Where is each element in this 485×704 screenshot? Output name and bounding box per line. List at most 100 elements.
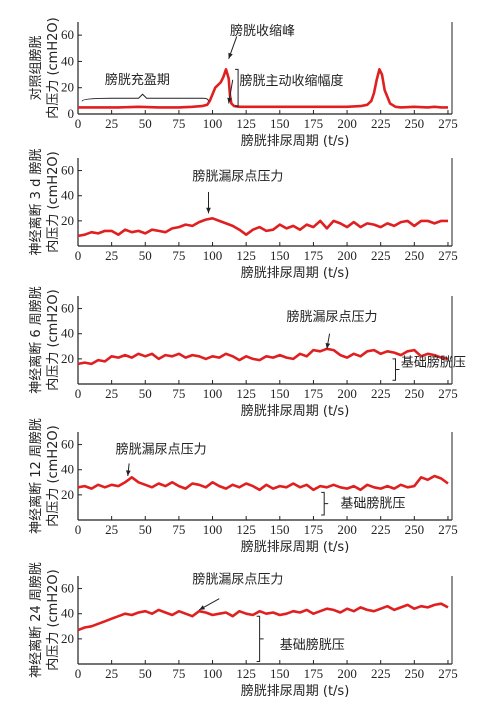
y-tick-label: 20 [61, 213, 74, 228]
brace-marker [392, 358, 400, 381]
x-tick-label: 250 [405, 248, 425, 263]
x-tick-label: 225 [371, 386, 391, 401]
series-line [77, 347, 449, 366]
x-tick-label: 25 [105, 116, 118, 131]
y-axis-label: 神经离断 24 周膀胱 [28, 562, 44, 678]
y-axis-label: 内压力 (cmH2O) [45, 569, 61, 670]
x-tick-label: 275 [438, 116, 458, 131]
x-tick-label: 200 [337, 666, 357, 681]
chart-panel-2: 0 25 50 75 100 125 150 175 200 225 250 275 20 40 60 膀胱排… [28, 149, 458, 281]
x-tick-label: 225 [371, 248, 391, 263]
chart-panel-3: 0 25 50 75 100 125 150 175 200 225 250 275 20 40 60 膀胱排… [28, 286, 466, 419]
x-tick-label: 200 [337, 386, 357, 401]
arrow-head [199, 605, 206, 610]
x-tick-label: 50 [139, 248, 152, 263]
x-tick-label: 200 [337, 248, 357, 263]
y-tick-label: 20 [61, 351, 74, 366]
x-axis-label: 膀胱排尿周期 (t/s) [241, 133, 350, 149]
x-tick-label: 25 [105, 666, 118, 681]
x-tick-label: 150 [270, 248, 290, 263]
series-line [77, 217, 448, 238]
y-tick-label: 60 [61, 437, 74, 452]
series-line [77, 602, 449, 632]
y-tick-label: 60 [61, 163, 74, 178]
x-tick-label: 275 [438, 666, 458, 681]
y-axis-label: 神经离断 12 周膀胱 [28, 418, 44, 534]
x-tick-label: 75 [172, 522, 185, 537]
x-tick-label: 25 [105, 386, 118, 401]
x-tick-label: 50 [139, 522, 152, 537]
y-axis-label: 内压力 (cmH2O) [45, 17, 61, 118]
x-tick-label: 125 [236, 248, 256, 263]
brace-marker [321, 491, 329, 516]
x-tick-label: 100 [203, 522, 223, 537]
amplitude-bracket [235, 68, 239, 107]
x-tick-label: 225 [371, 522, 391, 537]
x-tick-label: 50 [139, 666, 152, 681]
arrow-head [325, 342, 331, 349]
x-tick-label: 50 [139, 386, 152, 401]
y-tick-label: 40 [61, 188, 74, 203]
x-tick-label: 225 [371, 116, 391, 131]
x-tick-label: 25 [105, 248, 118, 263]
x-tick-label: 75 [172, 116, 185, 131]
x-tick-label: 75 [172, 386, 185, 401]
x-tick-label: 125 [236, 116, 256, 131]
x-tick-label: 150 [270, 522, 290, 537]
y-axis-label: 对照组膀胱 [28, 35, 44, 100]
y-tick-label: 20 [61, 487, 74, 502]
x-tick-label: 0 [75, 386, 82, 401]
x-tick-label: 250 [405, 386, 425, 401]
x-tick-label: 250 [405, 116, 425, 131]
y-axis-label: 神经离断 6 周膀胱 [28, 286, 44, 394]
x-tick-label: 225 [371, 666, 391, 681]
y-axis-label: 内压力 (cmH2O) [45, 151, 61, 252]
brace-marker [256, 615, 264, 662]
x-tick-label: 275 [438, 248, 458, 263]
arrow-head [227, 97, 232, 104]
x-tick-label: 175 [304, 666, 324, 681]
x-tick-label: 100 [203, 386, 223, 401]
x-tick-label: 275 [438, 522, 458, 537]
x-tick-label: 200 [337, 116, 357, 131]
y-tick-label: 0 [68, 106, 75, 121]
annotation-label: 基础膀胱压 [280, 637, 345, 653]
x-tick-label: 0 [75, 666, 82, 681]
annotation-label: 膀胱主动收缩幅度 [239, 73, 343, 89]
annotation-label: 膀胱漏尿点压力 [192, 572, 283, 588]
y-axis-label: 内压力 (cmH2O) [45, 289, 61, 390]
x-tick-label: 0 [75, 116, 82, 131]
arrow-head [126, 470, 131, 476]
x-tick-label: 0 [75, 522, 82, 537]
x-tick-label: 150 [270, 116, 290, 131]
x-tick-label: 175 [304, 522, 324, 537]
x-tick-label: 100 [203, 116, 223, 131]
x-tick-label: 125 [236, 666, 256, 681]
x-tick-label: 175 [304, 248, 324, 263]
annotation-label: 膀胱漏尿点压力 [287, 309, 378, 325]
y-tick-label: 60 [61, 301, 74, 316]
x-tick-label: 275 [438, 386, 458, 401]
x-axis-label: 膀胱排尿周期 (t/s) [241, 539, 350, 555]
filling-phase-brace [81, 93, 209, 102]
x-tick-label: 25 [105, 522, 118, 537]
y-axis-label: 神经离断 3 d 膀胱 [28, 149, 44, 256]
x-tick-label: 125 [236, 522, 256, 537]
x-tick-label: 150 [270, 666, 290, 681]
y-tick-label: 20 [61, 631, 74, 646]
chart-panel-4: 0 25 50 75 100 125 150 175 200 225 250 275 20 40 60 膀胱排… [28, 418, 458, 555]
y-axis-label: 内压力 (cmH2O) [45, 425, 61, 526]
x-tick-label: 75 [172, 666, 185, 681]
x-tick-label: 250 [405, 666, 425, 681]
chart-panel-5: 0 25 50 75 100 125 150 175 200 225 250 275 20 40 60 膀胱排… [28, 562, 458, 699]
x-tick-label: 150 [270, 386, 290, 401]
x-axis-label: 膀胱排尿周期 (t/s) [241, 265, 350, 281]
y-tick-label: 60 [61, 581, 74, 596]
y-tick-label: 40 [61, 53, 74, 68]
x-axis-label: 膀胱排尿周期 (t/s) [241, 403, 350, 419]
series-line [77, 474, 449, 492]
annotation-label: 膀胱漏尿点压力 [116, 441, 207, 457]
annotation-label: 基础膀胱压 [401, 354, 466, 370]
x-tick-label: 250 [405, 522, 425, 537]
